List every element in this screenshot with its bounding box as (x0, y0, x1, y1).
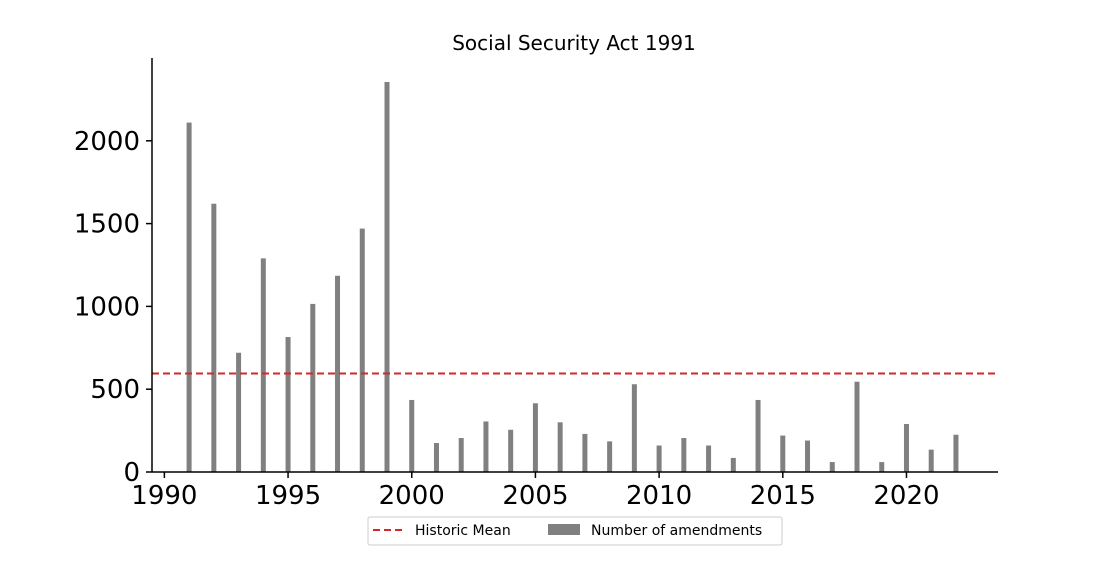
legend: Historic Mean Number of amendments (367, 516, 783, 546)
x-tick-label: 2000 (379, 481, 445, 511)
bar-2020 (903, 423, 909, 472)
bar-1995 (285, 337, 291, 472)
bar-2006 (557, 422, 563, 472)
bar-2022 (953, 434, 959, 472)
bar-2011 (681, 438, 687, 472)
bar-2010 (656, 445, 662, 472)
bar-1991 (186, 122, 192, 473)
bar-2016 (805, 440, 811, 472)
bar-2018 (854, 381, 860, 472)
x-tick-label: 2020 (873, 481, 939, 511)
bar-1997 (335, 275, 341, 472)
bar-2002 (458, 438, 464, 472)
bar-2013 (730, 457, 736, 472)
y-tick-label: 1000 (74, 292, 140, 322)
x-tick-label: 1990 (131, 481, 197, 511)
bar-2005 (532, 403, 538, 472)
bar-2012 (706, 445, 712, 472)
bar-2019 (879, 462, 885, 472)
bar-2017 (829, 462, 835, 472)
bar-1996 (310, 303, 316, 472)
bar-2004 (508, 429, 514, 472)
bars-group (186, 82, 959, 473)
y-ticks-group: 0 500 1000 1500 2000 (74, 127, 152, 488)
legend-label-amendments: Number of amendments (591, 523, 762, 539)
bar-2015 (780, 435, 786, 472)
legend-label-historic-mean: Historic Mean (415, 523, 511, 539)
x-ticks-group: 1990 1995 2000 2005 2010 2015 2020 (131, 472, 940, 511)
bar-1993 (236, 352, 242, 472)
y-tick-label: 500 (90, 375, 140, 405)
legend-swatch-amendments (548, 524, 580, 535)
chart-title: Social Security Act 1991 (452, 31, 696, 55)
y-tick-label: 0 (123, 458, 140, 488)
y-tick-label: 1500 (74, 210, 140, 240)
bar-2007 (582, 433, 588, 472)
bar-2001 (433, 443, 439, 472)
x-tick-label: 2010 (626, 481, 692, 511)
bar-1999 (384, 82, 390, 473)
y-tick-label: 2000 (74, 127, 140, 157)
bar-2003 (483, 421, 489, 472)
bar-2000 (409, 399, 415, 472)
bar-1994 (260, 258, 266, 472)
x-tick-label: 2005 (502, 481, 568, 511)
bar-2008 (607, 441, 613, 472)
bar-2021 (928, 449, 934, 472)
bar-2014 (755, 399, 761, 472)
x-tick-label: 2015 (750, 481, 816, 511)
bar-2009 (631, 384, 637, 472)
bar-1998 (359, 228, 365, 472)
bar-1992 (211, 203, 217, 472)
x-tick-label: 1995 (255, 481, 321, 511)
